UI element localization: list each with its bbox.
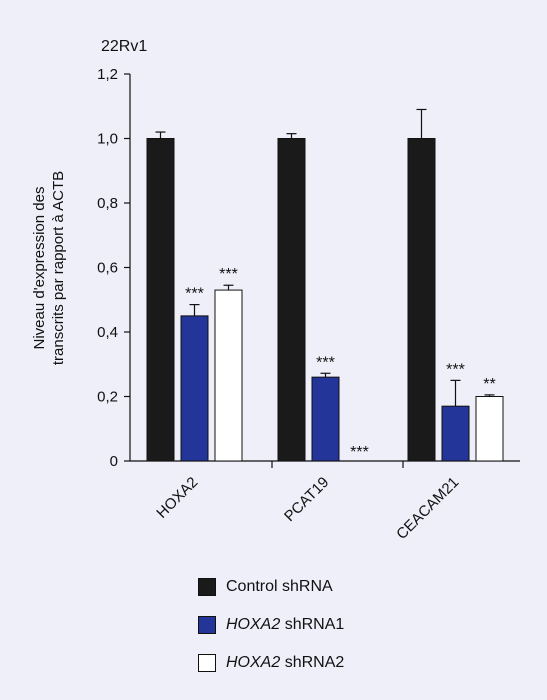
bar bbox=[214, 289, 243, 462]
y-axis-label-line2: transcrits par rapport à ACTB bbox=[50, 171, 67, 365]
legend-swatch-control bbox=[198, 578, 216, 596]
bar bbox=[475, 396, 504, 462]
significance-label: ** bbox=[483, 376, 495, 393]
bar-chart: 22Rv1 Niveau d'expression des transcrits… bbox=[31, 38, 520, 543]
legend-swatch-shrna1 bbox=[198, 616, 216, 634]
bar bbox=[180, 315, 209, 462]
bar bbox=[146, 138, 175, 462]
significance-label: *** bbox=[350, 444, 369, 461]
y-tick-label: 0,8 bbox=[97, 195, 118, 212]
bar bbox=[407, 138, 436, 462]
legend-item-shrna2: HOXA2 shRNA2 bbox=[198, 644, 344, 682]
chart-title: 22Rv1 bbox=[101, 38, 147, 55]
y-tick-label: 0,4 bbox=[97, 324, 118, 341]
y-tick-label: 1,2 bbox=[97, 66, 118, 83]
bar bbox=[311, 376, 340, 462]
y-axis-label-line1: Niveau d'expression des bbox=[31, 187, 48, 350]
bar bbox=[277, 138, 306, 462]
y-tick-label: 0 bbox=[110, 453, 118, 470]
x-tick-label: CEACAM21 bbox=[393, 474, 462, 543]
y-tick-label: 0,2 bbox=[97, 389, 118, 406]
significance-label: *** bbox=[185, 286, 204, 303]
legend-item-control: Control shRNA bbox=[198, 568, 344, 606]
x-tick-label: PCAT19 bbox=[281, 474, 332, 525]
legend: Control shRNA HOXA2 shRNA1 HOXA2 shRNA2 bbox=[198, 568, 344, 682]
legend-label-shrna1: HOXA2 shRNA1 bbox=[226, 616, 345, 633]
y-tick-label: 0,6 bbox=[97, 260, 118, 277]
legend-label-control: Control shRNA bbox=[226, 578, 333, 595]
bar bbox=[441, 405, 470, 462]
significance-label: *** bbox=[316, 354, 335, 371]
legend-swatch-shrna2 bbox=[198, 654, 216, 672]
significance-label: *** bbox=[446, 361, 465, 378]
x-tick-label: HOXA2 bbox=[153, 474, 201, 522]
y-tick-label: 1,0 bbox=[97, 131, 118, 148]
legend-label-shrna2: HOXA2 shRNA2 bbox=[226, 654, 345, 671]
legend-item-shrna1: HOXA2 shRNA1 bbox=[198, 606, 344, 644]
significance-label: *** bbox=[219, 266, 238, 283]
